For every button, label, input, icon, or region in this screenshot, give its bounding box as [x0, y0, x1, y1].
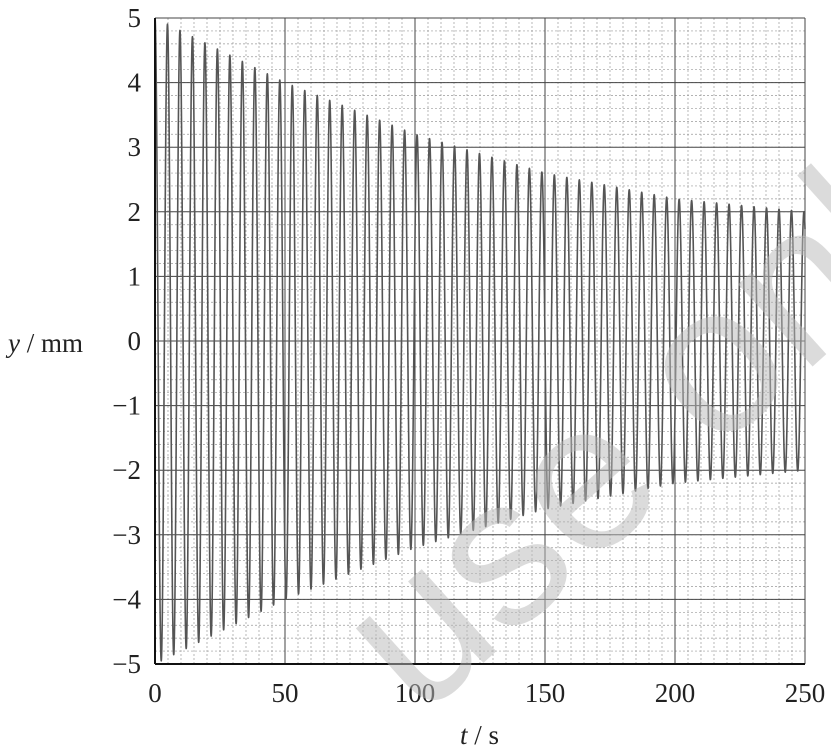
x-tick-label: 250	[785, 678, 826, 708]
x-axis-unit: / s	[474, 720, 499, 749]
y-axis-unit: / mm	[27, 328, 83, 358]
x-tick-label: 200	[655, 678, 696, 708]
y-tick-label: −4	[112, 584, 141, 614]
y-tick-label: 5	[128, 3, 142, 33]
y-tick-label: 2	[128, 197, 142, 227]
axes	[154, 18, 805, 665]
x-tick-label: 100	[395, 678, 436, 708]
series-line	[154, 17, 806, 662]
x-axis-variable: t	[460, 720, 469, 749]
watermark: use only	[293, 55, 831, 749]
y-tick-label: 4	[128, 68, 142, 98]
series-layer	[154, 17, 806, 662]
y-tick-label: 3	[128, 132, 142, 162]
y-tick-label: 0	[128, 326, 142, 356]
y-tick-label: −3	[112, 520, 141, 550]
y-axis-label: y / mm	[5, 328, 83, 358]
y-tick-label: −5	[112, 649, 141, 679]
x-tick-labels: 0 50 100 150 200 250	[148, 678, 825, 708]
y-axis-variable: y	[5, 328, 20, 358]
y-tick-label: −2	[112, 455, 141, 485]
x-tick-label: 50	[272, 678, 299, 708]
x-axis-label: t / s	[460, 720, 499, 749]
x-tick-label: 0	[148, 678, 162, 708]
x-tick-label: 150	[525, 678, 566, 708]
y-tick-label: 1	[128, 261, 142, 291]
y-tick-label: −1	[112, 391, 141, 421]
y-tick-labels: 5 4 3 2 1 0 −1 −2 −3 −4 −5	[112, 3, 141, 679]
